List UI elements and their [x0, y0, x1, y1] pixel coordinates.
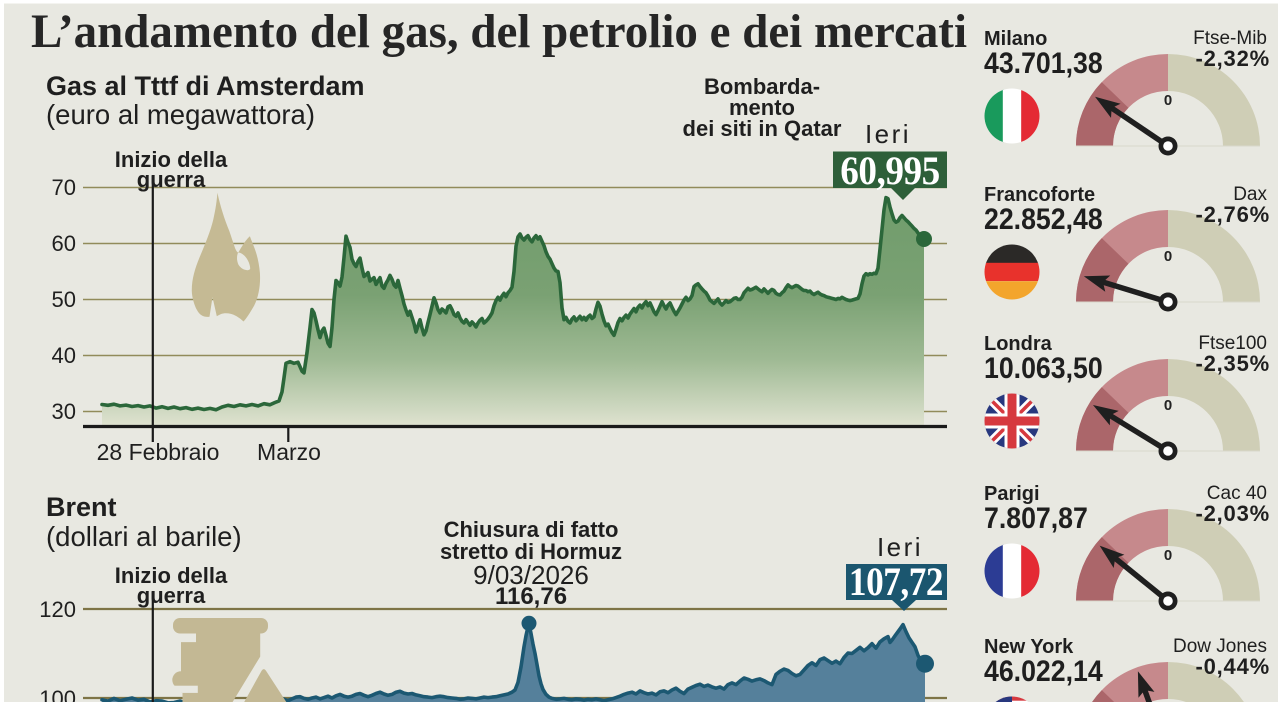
- svg-text:(dollari al barile): (dollari al barile): [46, 521, 242, 552]
- svg-text:60,995: 60,995: [840, 150, 939, 193]
- svg-text:10.063,50: 10.063,50: [984, 352, 1103, 386]
- svg-text:100: 100: [39, 686, 76, 702]
- svg-text:-2,35%: -2,35%: [1195, 351, 1270, 376]
- svg-text:43.701,38: 43.701,38: [984, 47, 1103, 81]
- svg-text:(euro al megawattora): (euro al megawattora): [46, 99, 315, 130]
- svg-text:7.807,87: 7.807,87: [984, 502, 1088, 536]
- svg-text:0: 0: [1164, 248, 1172, 265]
- svg-text:Ftse100: Ftse100: [1198, 333, 1267, 354]
- svg-text:Inizio della: Inizio della: [115, 563, 228, 588]
- svg-text:dei siti in Qatar: dei siti in Qatar: [683, 116, 842, 141]
- svg-text:Cac 40: Cac 40: [1207, 483, 1267, 504]
- svg-text:Dax: Dax: [1233, 184, 1267, 205]
- svg-text:40: 40: [52, 343, 76, 368]
- svg-text:Gas al Tttf di Amsterdam: Gas al Tttf di Amsterdam: [46, 71, 365, 101]
- svg-text:30: 30: [52, 399, 76, 424]
- svg-text:Ftse-Mib: Ftse-Mib: [1193, 28, 1267, 49]
- svg-text:120: 120: [39, 597, 76, 622]
- svg-text:Marzo: Marzo: [257, 439, 321, 465]
- svg-text:22.852,48: 22.852,48: [984, 203, 1103, 237]
- svg-text:Ieri: Ieri: [877, 532, 923, 562]
- svg-text:60: 60: [52, 231, 76, 256]
- svg-text:Parigi: Parigi: [984, 483, 1040, 505]
- svg-text:-0,44%: -0,44%: [1195, 654, 1270, 679]
- svg-text:-2,76%: -2,76%: [1195, 202, 1270, 227]
- svg-text:-2,03%: -2,03%: [1195, 501, 1270, 526]
- svg-text:0: 0: [1164, 700, 1172, 702]
- svg-text:46.022,14: 46.022,14: [984, 655, 1103, 689]
- svg-text:70: 70: [52, 175, 76, 200]
- svg-text:Inizio della: Inizio della: [115, 147, 228, 172]
- svg-text:0: 0: [1164, 397, 1172, 414]
- svg-text:9/03/2026: 9/03/2026: [473, 560, 589, 590]
- svg-text:Londra: Londra: [984, 333, 1053, 355]
- svg-text:28 Febbraio: 28 Febbraio: [97, 439, 220, 465]
- svg-text:Milano: Milano: [984, 28, 1047, 50]
- svg-text:Dow Jones: Dow Jones: [1173, 636, 1267, 657]
- svg-text:mento: mento: [729, 95, 795, 120]
- svg-text:Brent: Brent: [46, 492, 117, 522]
- svg-text:50: 50: [52, 287, 76, 312]
- svg-text:L’andamento del gas, del petro: L’andamento del gas, del petrolio e dei …: [31, 5, 967, 58]
- svg-text:stretto di Hormuz: stretto di Hormuz: [440, 539, 622, 564]
- svg-text:0: 0: [1164, 92, 1172, 109]
- svg-text:Chiusura di fatto: Chiusura di fatto: [444, 517, 619, 542]
- svg-text:107,72: 107,72: [849, 560, 943, 605]
- svg-text:guerra: guerra: [137, 583, 206, 608]
- svg-text:0: 0: [1164, 547, 1172, 564]
- svg-text:116,76: 116,76: [495, 583, 567, 610]
- svg-text:-2,32%: -2,32%: [1195, 46, 1270, 71]
- svg-text:Ieri: Ieri: [865, 119, 911, 149]
- svg-text:Francoforte: Francoforte: [984, 184, 1095, 206]
- svg-text:New York: New York: [984, 636, 1074, 658]
- svg-text:guerra: guerra: [137, 167, 206, 192]
- svg-text:Bombarda-: Bombarda-: [704, 74, 820, 99]
